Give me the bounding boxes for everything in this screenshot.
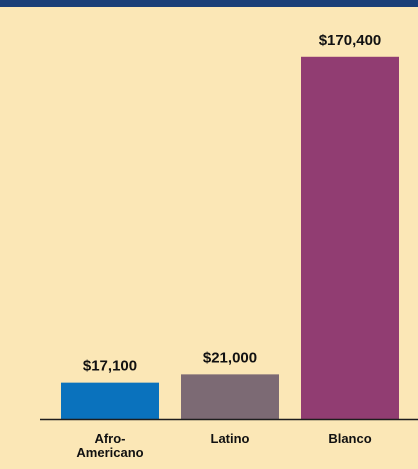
data-label-afro-americano: $17,100 — [83, 358, 137, 375]
category-label-blanco: Blanco — [328, 431, 371, 446]
category-label-afro-americano: Afro-Americano — [76, 431, 143, 460]
header-bar — [0, 0, 418, 7]
bar-latino — [181, 374, 279, 419]
bar-afro-americano — [61, 382, 159, 419]
data-label-latino: $21,000 — [203, 349, 257, 366]
category-label-latino: Latino — [211, 431, 250, 446]
data-label-blanco: $170,400 — [319, 32, 382, 49]
bar-blanco — [301, 56, 399, 419]
